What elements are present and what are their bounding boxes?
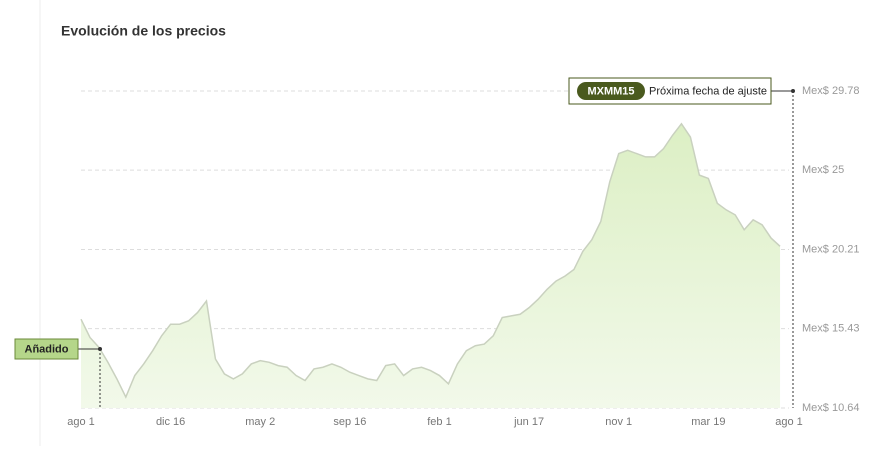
added-label-box [14, 338, 79, 360]
x-tick-label: ago 1 [67, 416, 95, 428]
x-tick-label: mar 19 [691, 416, 725, 428]
y-tick-label: Mex$ 25 [802, 164, 844, 176]
badge [577, 82, 645, 100]
x-tick-label: may 2 [245, 416, 275, 428]
x-tick-label: sep 16 [333, 416, 366, 428]
x-tick-label: ago 1 [775, 416, 803, 428]
x-tick-label: feb 1 [427, 416, 451, 428]
badge-text: MXMM15 [587, 85, 634, 97]
y-tick-label: Mex$ 20.21 [802, 243, 859, 255]
adjust-dot [791, 89, 795, 93]
y-tick-label: Mex$ 15.43 [802, 323, 859, 335]
y-tick-label: Mex$ 10.64 [802, 402, 859, 414]
line [80, 122, 781, 399]
added-label: Añadido [25, 343, 69, 355]
adjust-label: Próxima fecha de ajuste [649, 85, 767, 97]
x-tick-label: nov 1 [605, 416, 632, 428]
added-dot [98, 347, 102, 351]
area [81, 123, 781, 409]
x-tick-label: dic 16 [156, 416, 185, 428]
x-tick-label: jun 17 [513, 416, 544, 428]
y-tick-label: Mex$ 29.78 [802, 85, 859, 97]
chart-title: Evolución de los precios [61, 23, 226, 39]
